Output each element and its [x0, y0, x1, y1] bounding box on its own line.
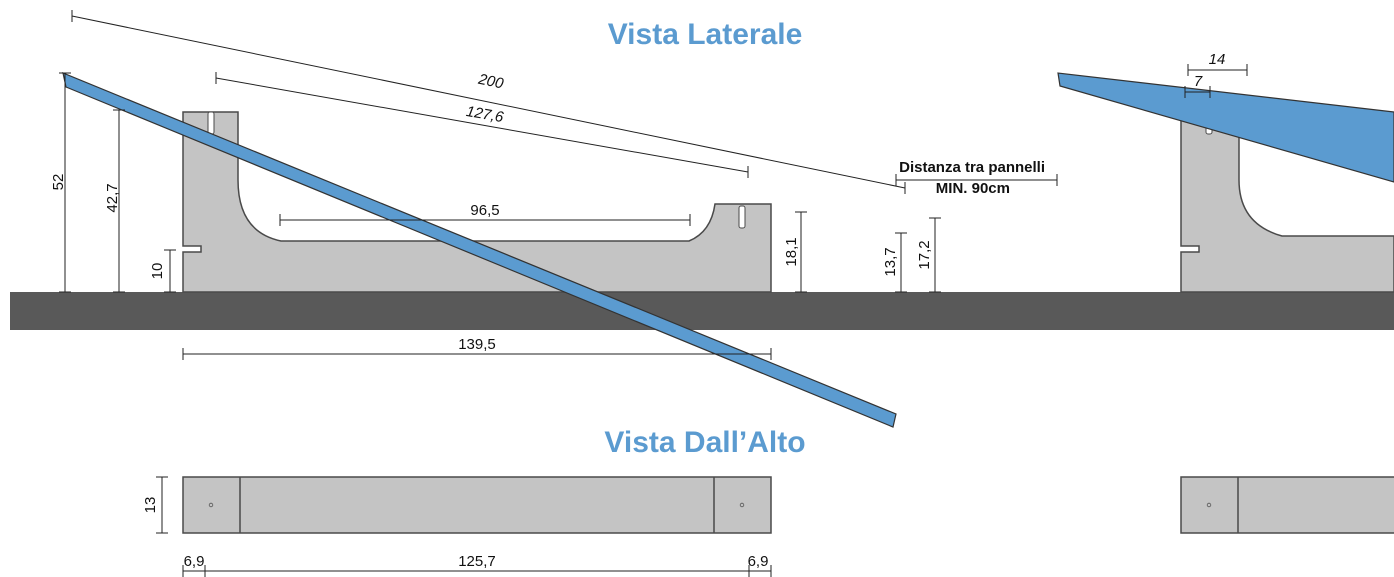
dim-front-post-label: 42,7 [104, 183, 121, 212]
rear-clamp-slot [738, 205, 746, 229]
dim-panel-low-edge-top-label: 17,2 [916, 240, 933, 269]
dim-total-height-label: 52 [50, 174, 67, 191]
ground-strip [10, 292, 1394, 330]
solar-panel-right [1057, 72, 1394, 183]
dim-top-width [156, 476, 168, 534]
spacing-note-line1: Distanza tra pannelli [899, 159, 1045, 176]
dim-base-slot-height [164, 249, 176, 293]
dim-inner-span-label: 96,5 [470, 202, 499, 219]
dim-top-segments [182, 565, 772, 577]
dim-base-length [182, 348, 772, 360]
dim-base-length-label: 139,5 [458, 336, 496, 353]
dim-top-right-end-label: 6,9 [748, 553, 769, 570]
dim-panel-low-edge-label: 13,7 [882, 247, 899, 276]
support-top-right [1180, 476, 1394, 534]
top-view-title: Vista Dall’Alto [604, 426, 805, 459]
dim-clamp-half [1184, 86, 1211, 98]
dim-support-top-label: 127,6 [465, 103, 506, 126]
dim-total-height [59, 72, 71, 293]
support-top-left [182, 476, 772, 534]
dim-top-left-end-label: 6,9 [184, 553, 205, 570]
dim-panel-spacing [895, 174, 1058, 186]
dim-top-middle-label: 125,7 [458, 553, 496, 570]
side-view-title: Vista Laterale [608, 18, 803, 51]
dim-panel-length [71, 10, 906, 194]
dim-rear-lug-label: 18,1 [783, 237, 800, 266]
dim-clamp-half-label: 7 [1194, 73, 1203, 90]
dim-front-post-height [113, 109, 125, 293]
dim-support-top-length [215, 72, 749, 178]
spacing-note-line2: MIN. 90cm [936, 180, 1010, 197]
dim-clamp-width [1187, 64, 1248, 76]
dim-panel-length-label: 200 [476, 71, 506, 93]
front-clamp-slot [207, 111, 215, 135]
support-side-left [182, 111, 772, 293]
dim-base-slot-label: 10 [149, 263, 166, 280]
dim-panel-low-edge-top [929, 217, 941, 293]
support-side-right [1180, 111, 1394, 293]
dim-panel-low-edge [895, 232, 907, 293]
dim-clamp-width-label: 14 [1209, 51, 1226, 68]
dim-inner-span [279, 214, 691, 226]
dim-rear-lug-height [795, 211, 807, 293]
dim-top-width-label: 13 [142, 497, 159, 514]
